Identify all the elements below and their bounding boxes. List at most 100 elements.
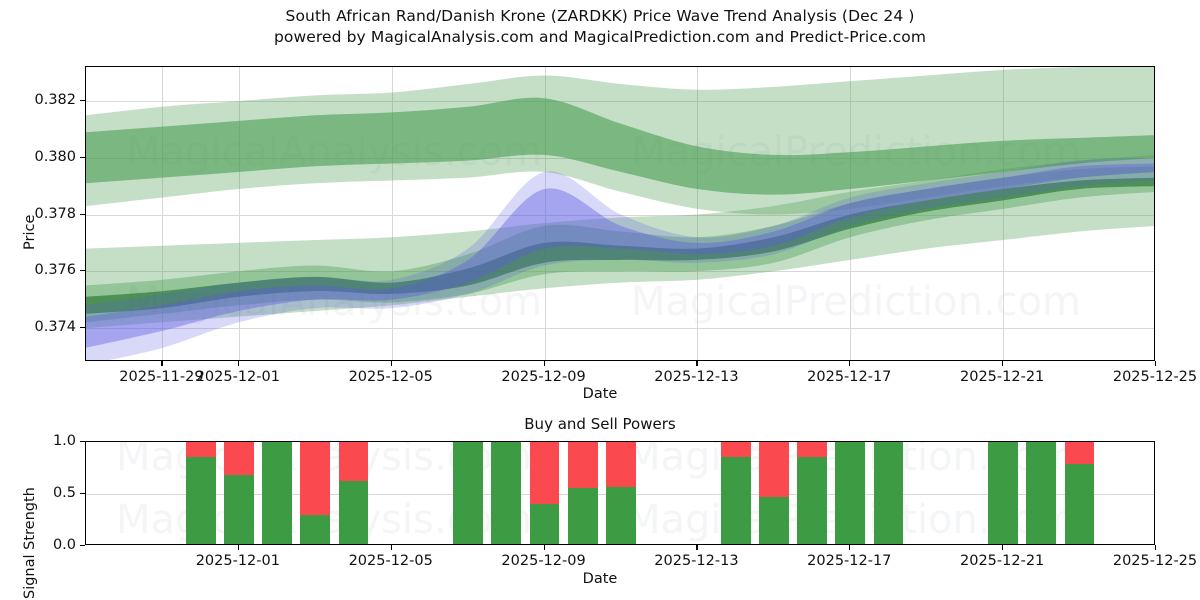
buy-power-segment [606,486,636,544]
sell-power-segment [797,442,827,457]
power-xtick-mark [696,545,698,550]
price-gridline-v [544,67,546,360]
price-gridline-v [391,67,393,360]
power-xtick-mark [390,545,392,550]
price-wave-plot-area: MagicalAnalysis.com MagicalPrediction.com… [85,66,1155,361]
bar-stack [300,442,331,544]
buy-power-segment [223,475,254,544]
power-xtick-label: 2025-12-17 [807,553,892,569]
chart-title-block: South African Rand/Danish Krone (ZARDKK)… [0,6,1200,48]
price-band-area [86,97,1154,195]
sell-power-segment [529,442,560,505]
sell-power-segment [567,442,598,488]
price-band-area [86,157,1154,360]
price-xtick-label: 2025-12-17 [807,369,892,385]
power-ytick-mark [80,441,85,443]
power-ytick-label: 0.0 [52,537,76,553]
buy-sell-powers-title: Buy and Sell Powers [524,415,676,433]
buy-power-segment [185,456,216,544]
power-xtick-mark [543,545,545,550]
buy-power-segment [529,504,560,544]
buy-power-segment [1026,442,1057,544]
buy-power-segment [988,442,1019,544]
bar-stack [1026,442,1057,544]
buy-power-segment [567,487,598,544]
buy-power-segment [491,442,522,544]
price-band-area [86,177,1154,314]
page-title-line-1: South African Rand/Danish Krone (ZARDKK)… [285,7,915,25]
sell-power-segment [720,442,751,457]
price-xtick-mark [543,361,545,366]
price-xtick-mark [161,361,163,366]
bar-stack [835,442,866,544]
power-ytick-mark [80,545,85,547]
price-xtick-mark [237,361,239,366]
power-ytick-label: 0.5 [52,485,76,501]
bar-stack [223,442,254,544]
buy-power-segment [338,480,369,544]
buy-power-segment [797,456,827,544]
power-xtick-label: 2025-12-21 [960,553,1045,569]
buy-power-segment [300,514,331,544]
bar-stack [491,442,522,544]
price-wave-bands [86,67,1154,360]
buy-power-segment [835,442,866,544]
price-xtick-label: 2025-12-01 [195,369,280,385]
power-xtick-mark [849,545,851,550]
sell-power-segment [606,442,636,487]
price-xtick-label: 2025-12-13 [654,369,739,385]
power-xtick-label: 2025-12-09 [501,553,586,569]
price-xtick-mark [1002,361,1004,366]
bar-stack [988,442,1019,544]
price-xtick-label: 2025-12-25 [1112,369,1198,385]
bar-stack [453,442,484,544]
bar-stack [720,442,751,544]
price-xtick-label: 2025-12-21 [960,369,1045,385]
price-ytick-mark [80,213,85,215]
bar-stack [606,442,636,544]
bar-stack [338,442,369,544]
power-xtick-mark [1155,545,1157,550]
price-gridline-h [86,214,1154,216]
buy-power-segment [1064,463,1095,544]
buy-power-segment [720,456,751,544]
price-ytick-mark [80,156,85,158]
price-axis-label-x: Date [582,386,618,402]
bar-stack [758,442,789,544]
buy-power-segment [453,442,484,544]
power-ytick-mark [80,493,85,495]
price-xtick-label: 2025-11-29 [119,369,204,385]
price-gridline-v [697,67,699,360]
bar-stack [1064,442,1095,544]
price-ytick-mark [80,326,85,329]
price-ytick-label: 0.382 [34,92,76,109]
buy-power-segment [262,442,292,544]
buy-power-segment [873,442,904,544]
bar-stack [262,442,292,544]
power-xtick-label: 2025-12-01 [195,553,280,569]
price-xtick-mark [696,361,698,366]
price-gridline-h [86,101,1154,103]
price-ytick-mark [80,100,85,102]
buy-sell-powers-panel: Buy and Sell Powers MagicalAnalysis.comM… [0,400,1200,600]
price-xtick-mark [390,361,392,366]
page-title-line-2: powered by MagicalAnalysis.com and Magic… [273,28,927,46]
power-xtick-mark [237,545,239,550]
bar-stack [529,442,560,544]
price-xtick-label: 2025-12-05 [348,369,433,385]
price-gridline-v [238,67,240,360]
price-ytick-label: 0.380 [34,148,76,165]
buy-power-segment [758,497,789,544]
price-xtick-label: 2025-12-09 [501,369,586,385]
sell-power-segment [338,442,369,481]
sell-power-segment [223,442,254,476]
power-xtick-mark [1002,545,1004,550]
price-gridline-v [1003,67,1005,360]
price-xtick-mark [1155,361,1157,366]
price-ytick-label: 0.378 [34,205,76,222]
price-ytick-mark [80,270,85,272]
bar-stack [797,442,827,544]
bar-stack [873,442,904,544]
power-axis-label-x: Date [582,571,618,587]
